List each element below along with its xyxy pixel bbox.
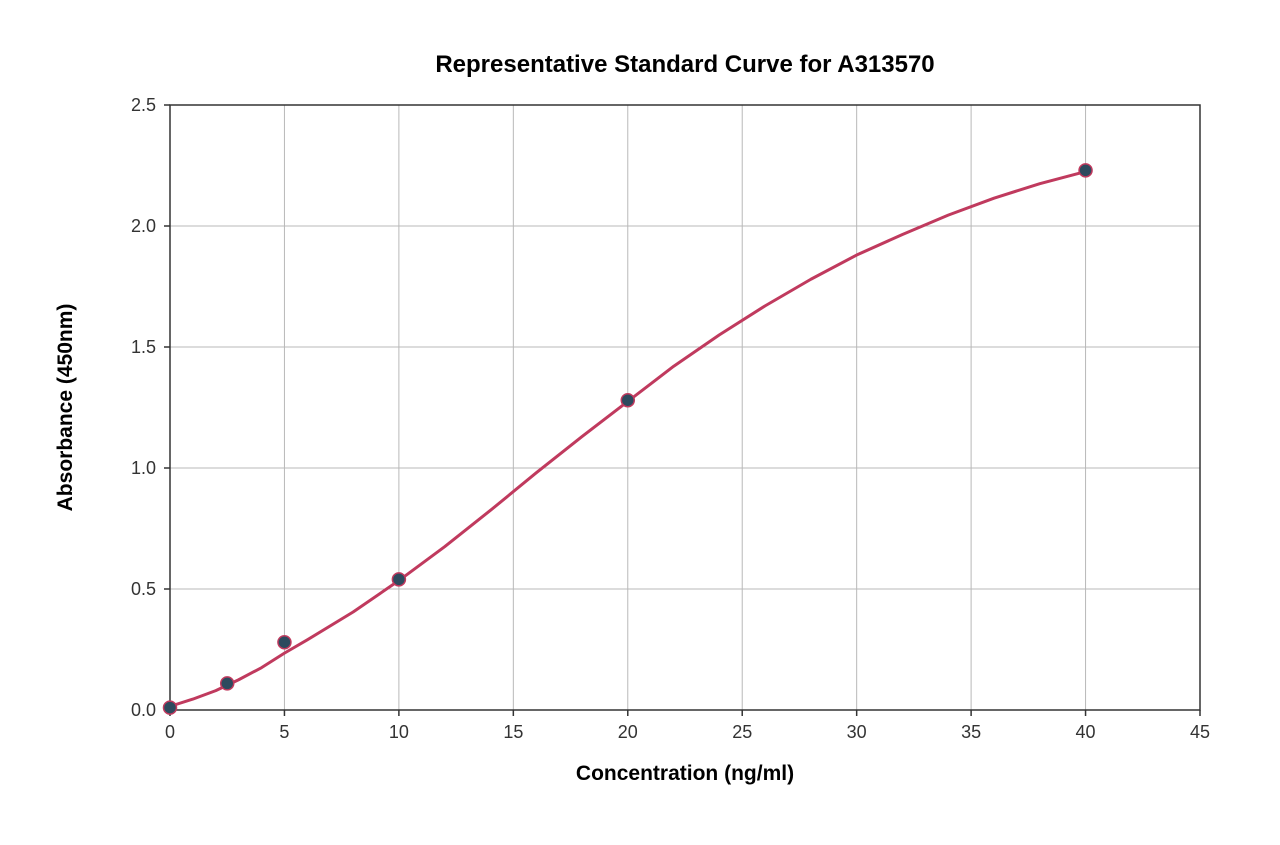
x-tick-label: 0 xyxy=(165,722,175,742)
data-point xyxy=(164,701,177,714)
data-point xyxy=(392,573,405,586)
chart-container: 0 5 10 15 20 25 30 35 40 45 0.0 0.5 1.0 1.5 2.0 2.5 Repr… xyxy=(0,0,1280,845)
y-tick-label: 1.0 xyxy=(131,458,156,478)
y-tick-label: 0.0 xyxy=(131,700,156,720)
x-axis-label: Concentration (ng/ml) xyxy=(576,762,794,785)
data-point xyxy=(278,636,291,649)
data-point xyxy=(221,677,234,690)
x-tick-label: 10 xyxy=(389,722,409,742)
standard-curve-chart: 0 5 10 15 20 25 30 35 40 45 0.0 0.5 1.0 1.5 2.0 2.5 Repr… xyxy=(0,0,1280,845)
y-tick-label: 1.5 xyxy=(131,337,156,357)
y-tick-label: 2.0 xyxy=(131,216,156,236)
y-axis-label: Absorbance (450nm) xyxy=(54,304,77,512)
data-point xyxy=(1079,164,1092,177)
y-tick-label: 0.5 xyxy=(131,579,156,599)
plot-border xyxy=(170,105,1200,710)
x-tick-label: 15 xyxy=(503,722,523,742)
x-tick-label: 25 xyxy=(732,722,752,742)
chart-title: Representative Standard Curve for A31357… xyxy=(435,51,934,78)
x-tick-label: 40 xyxy=(1076,722,1096,742)
x-tick-label: 20 xyxy=(618,722,638,742)
x-tick-label: 30 xyxy=(847,722,867,742)
data-point xyxy=(621,394,634,407)
x-tick-label: 35 xyxy=(961,722,981,742)
x-tick-label: 5 xyxy=(279,722,289,742)
x-tick-label: 45 xyxy=(1190,722,1210,742)
y-tick-label: 2.5 xyxy=(131,95,156,115)
